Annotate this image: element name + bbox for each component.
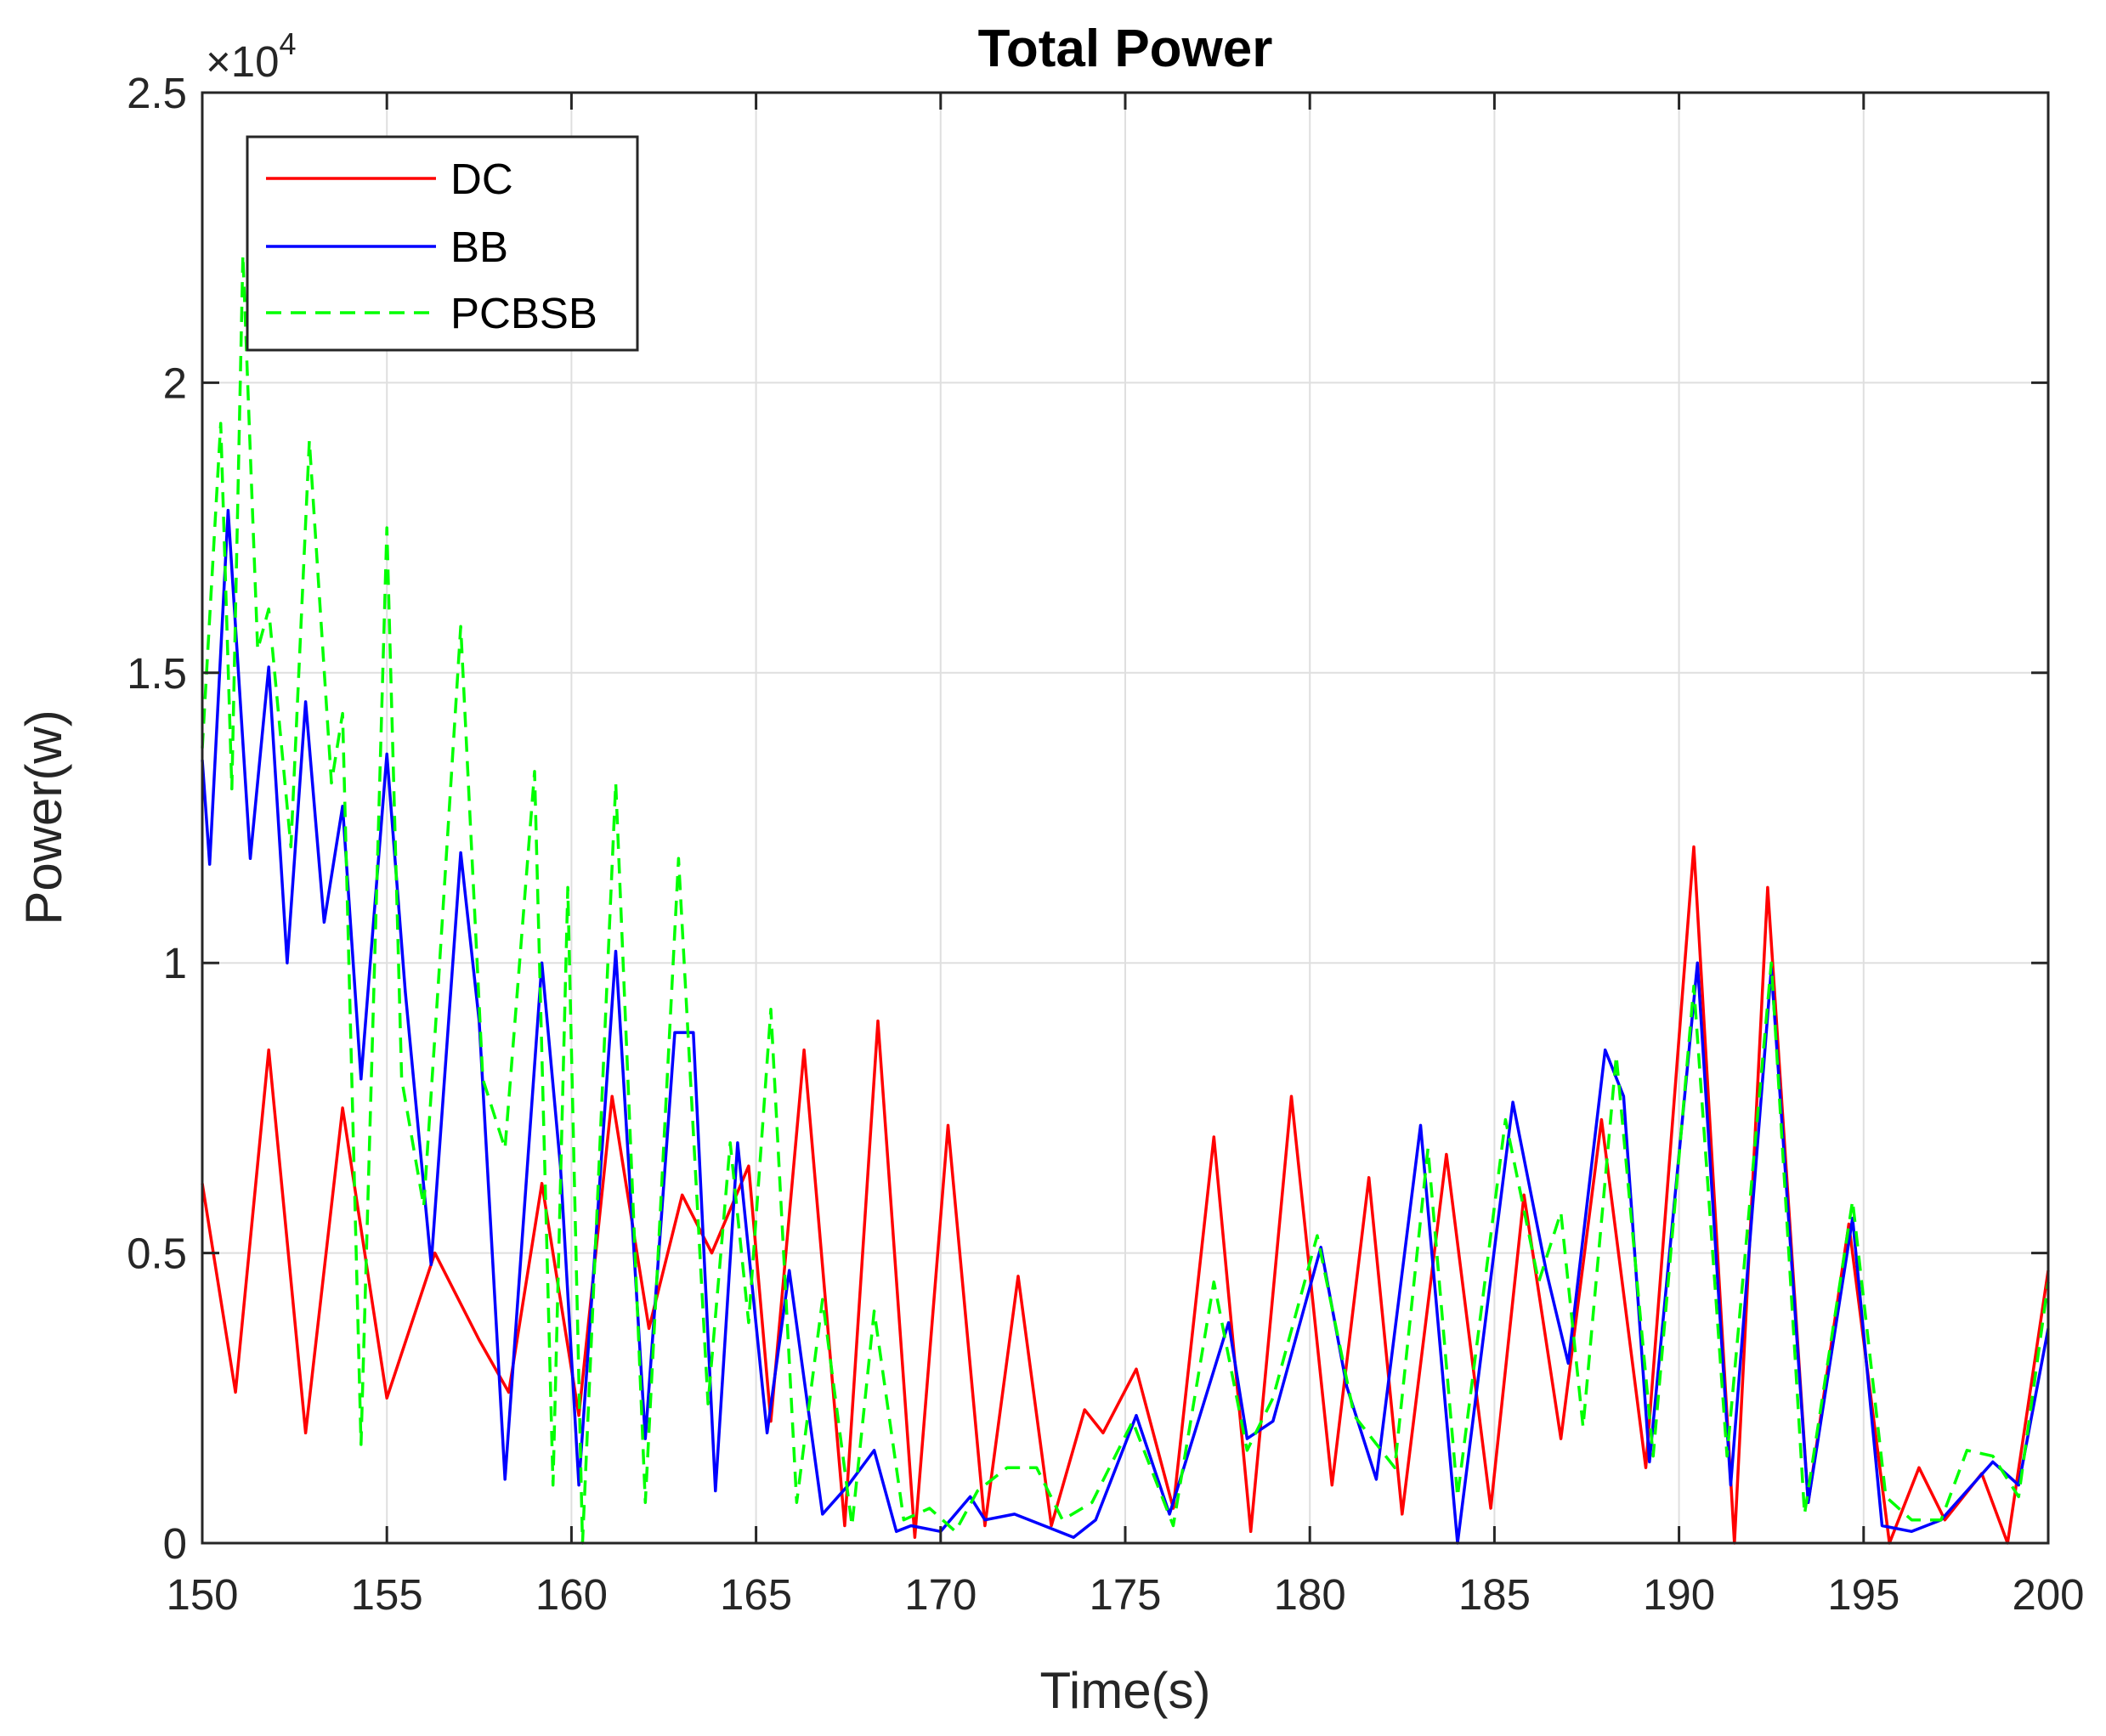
- x-tick-label: 160: [535, 1570, 608, 1619]
- y-tick-label: 1: [163, 939, 187, 987]
- legend-box: [246, 135, 639, 352]
- y-tick-label: 0: [163, 1519, 187, 1568]
- y-axis-label: Power(w): [15, 710, 72, 925]
- x-tick-label: 180: [1274, 1570, 1346, 1619]
- y-tick-label: 0.5: [127, 1230, 187, 1278]
- x-tick-label: 155: [351, 1570, 423, 1619]
- chart-title: Total Power: [978, 20, 1273, 78]
- x-tick-label: 175: [1089, 1570, 1161, 1619]
- x-tick-label: 165: [720, 1570, 792, 1619]
- legend-label-dc: DC: [450, 155, 513, 203]
- y-exponent-label: ×104: [206, 26, 297, 86]
- legend: DC BB PCBSB: [246, 135, 639, 352]
- y-tick-label: 1.5: [127, 649, 187, 698]
- x-tick-label: 200: [2012, 1570, 2084, 1619]
- x-tick-label: 195: [1827, 1570, 1899, 1619]
- series-lines: [201, 253, 2050, 1545]
- series-line-pcbsb: [201, 253, 2050, 1545]
- x-tick-label: 185: [1458, 1570, 1531, 1619]
- x-axis-label: Time(s): [1039, 1662, 1210, 1719]
- legend-label-pcbsb: PCBSB: [450, 289, 597, 337]
- legend-label-bb: BB: [450, 223, 508, 271]
- x-tick-label: 190: [1643, 1570, 1715, 1619]
- y-exponent-power: 4: [280, 26, 297, 61]
- x-tick-label: 150: [166, 1570, 238, 1619]
- y-exponent-base: ×10: [206, 37, 280, 86]
- axis-ticks: 150 155 160 165 170 175 180 185 190 195 200 0 0.5 1 1.…: [127, 69, 2084, 1619]
- series-line-bb: [201, 508, 2050, 1545]
- x-tick-label: 170: [904, 1570, 977, 1619]
- y-tick-label: 2.5: [127, 69, 187, 117]
- y-tick-label: 2: [163, 359, 187, 407]
